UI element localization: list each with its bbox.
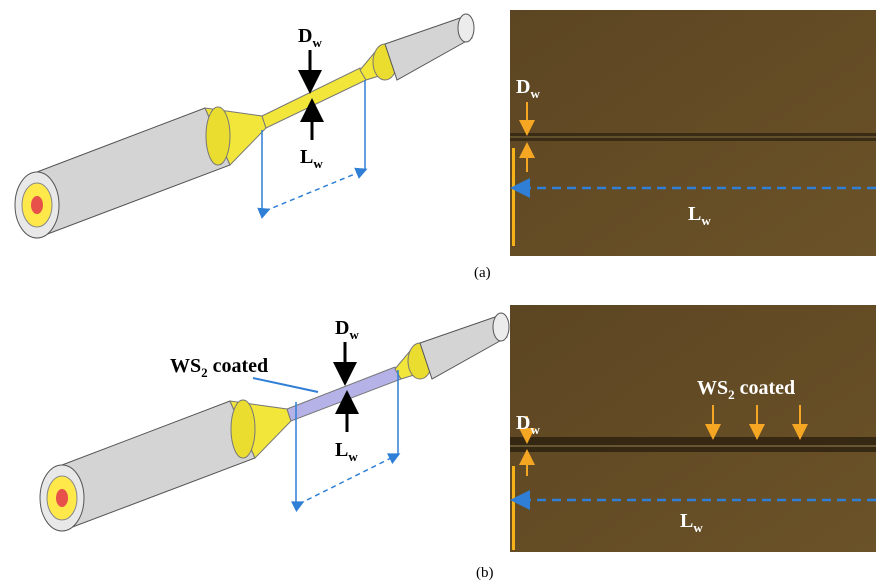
figure: Dw Lw Dw Lw (a) Dw Lw WS2coated	[0, 0, 876, 582]
schematic-b: Dw Lw WS2 coated	[40, 313, 509, 531]
waist	[262, 68, 366, 128]
label-part: L	[300, 146, 313, 168]
schematic-a: Dw Lw	[15, 14, 474, 238]
label-part: WS	[697, 377, 728, 399]
length-label: Lw	[300, 146, 323, 171]
coating-label: WS2 coated	[697, 377, 795, 402]
label-part: w	[349, 327, 359, 342]
label-part: 2	[728, 387, 735, 402]
label-part: w	[348, 449, 358, 464]
panel-label: (b)	[476, 565, 494, 581]
label-part: w	[693, 520, 703, 535]
label-part: w	[312, 35, 322, 50]
panel-label: (a)	[474, 265, 491, 281]
label-part: coated	[213, 355, 269, 377]
micrograph-b: Dw Lw WS2 coated	[510, 305, 876, 552]
label-part: w	[313, 156, 323, 171]
label-part: D	[298, 25, 312, 47]
label-part: w	[530, 422, 540, 437]
length-label: Lw	[335, 439, 358, 464]
label-part: L	[680, 510, 693, 532]
coating-label: WS2 coated	[170, 355, 268, 380]
label-part: L	[688, 203, 701, 225]
label-part: w	[530, 86, 540, 101]
label-part: D	[516, 76, 530, 98]
coated-waist	[287, 367, 401, 421]
label-part: w	[701, 213, 711, 228]
label-part: WS	[170, 355, 201, 377]
label-part: coated	[740, 377, 796, 399]
label-part: D	[335, 317, 349, 339]
diameter-label: Dw	[298, 25, 322, 50]
micrograph-a: Dw Lw	[510, 10, 876, 256]
label-part: 2	[201, 365, 208, 380]
label-part: L	[335, 439, 348, 461]
label-part: D	[516, 412, 530, 434]
diameter-label: Dw	[335, 317, 359, 342]
